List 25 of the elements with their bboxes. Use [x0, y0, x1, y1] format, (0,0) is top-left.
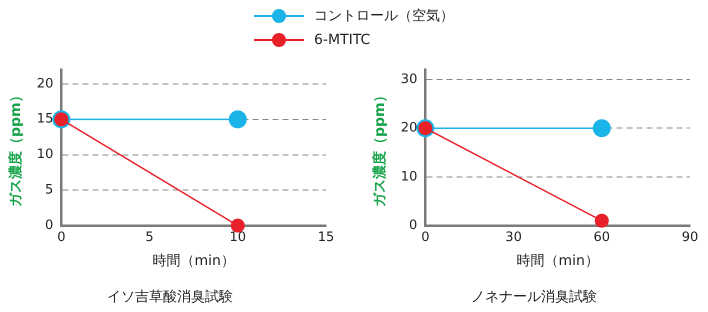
x-tick-label: 5 [145, 230, 154, 245]
y-tick-label: 5 [45, 182, 54, 198]
x-tick-label: 0 [421, 230, 430, 245]
text: イソ吉草酸消臭試験 [106, 288, 234, 306]
legend-label: 6-MTITC [314, 32, 370, 48]
x-axis-title: 時間（min） [152, 253, 235, 270]
text: ノネナール消臭試験 [470, 288, 598, 306]
x-tick-label: 90 [682, 230, 698, 245]
y-tick-label: 20 [36, 76, 54, 92]
legend-label: コントロール（空気） [314, 7, 454, 25]
x-tick-label: 10 [230, 230, 246, 245]
y-axis-title: ガス濃度（ppm） [7, 88, 24, 208]
x-tick-label: 15 [318, 230, 334, 245]
x-tick-label: 0 [57, 230, 66, 245]
y-tick-label: 20 [400, 120, 418, 136]
x-axis-title: 時間（min） [516, 253, 599, 270]
x-tick-label: 60 [594, 230, 610, 245]
y-tick-label: 0 [45, 218, 54, 233]
x-tick-label: 30 [505, 230, 522, 245]
y-tick-label: 15 [36, 112, 54, 127]
y-tick-label: 10 [400, 169, 418, 184]
y-tick-label: 10 [36, 147, 54, 162]
y-tick-label: 0 [409, 218, 418, 233]
y-axis-title: ガス濃度（ppm） [371, 88, 388, 208]
y-tick-label: 30 [400, 72, 418, 87]
